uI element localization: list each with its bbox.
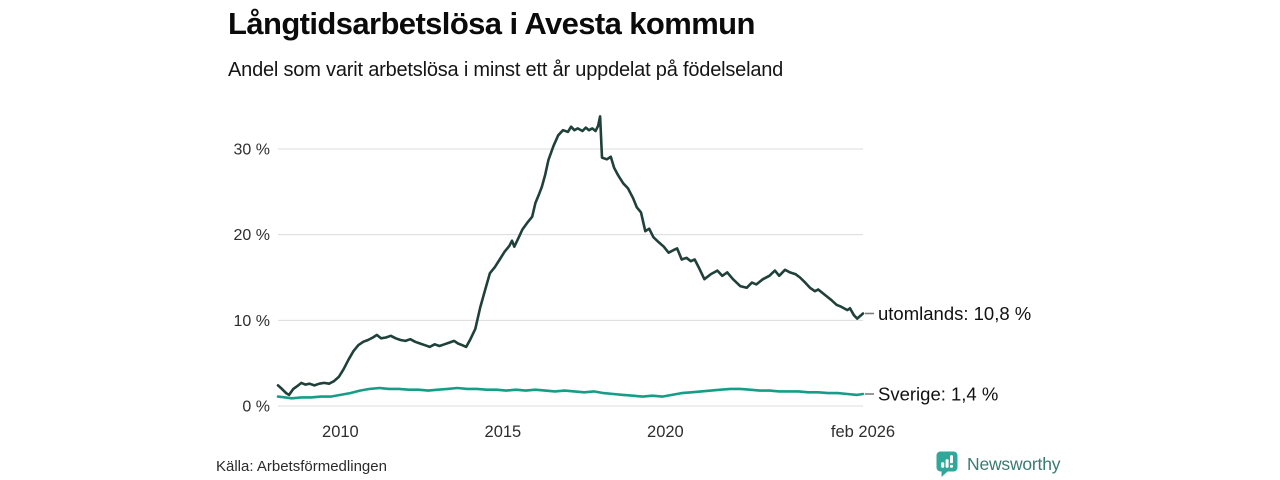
series-line-utomlands — [276, 115, 865, 397]
y-tick-label: 20 % — [234, 227, 270, 244]
page-title: Långtidsarbetslösa i Avesta kommun — [228, 6, 755, 41]
y-tick-label: 10 % — [234, 313, 270, 330]
series-label-utomlands: utomlands: 10,8 % — [878, 303, 1031, 324]
series-line-sverige — [276, 386, 865, 400]
source-note: Källa: Arbetsförmedlingen — [216, 458, 387, 475]
series-label-sverige: Sverige: 1,4 % — [878, 384, 998, 405]
y-tick-label: 0 % — [242, 399, 270, 416]
x-tick-label: 2010 — [322, 423, 359, 441]
x-tick-label: 2020 — [647, 423, 684, 441]
x-tick-label: feb 2026 — [831, 423, 895, 441]
y-tick-label: 30 % — [234, 142, 270, 159]
bar-chart-speech-bubble-icon — [936, 451, 958, 477]
page-subtitle: Andel som varit arbetslösa i minst ett å… — [228, 59, 784, 81]
x-tick-label: 2015 — [485, 423, 522, 441]
newsworthy-logo-text: Newsworthy — [967, 453, 1061, 474]
newsworthy-branding: Newsworthy — [936, 450, 1061, 478]
